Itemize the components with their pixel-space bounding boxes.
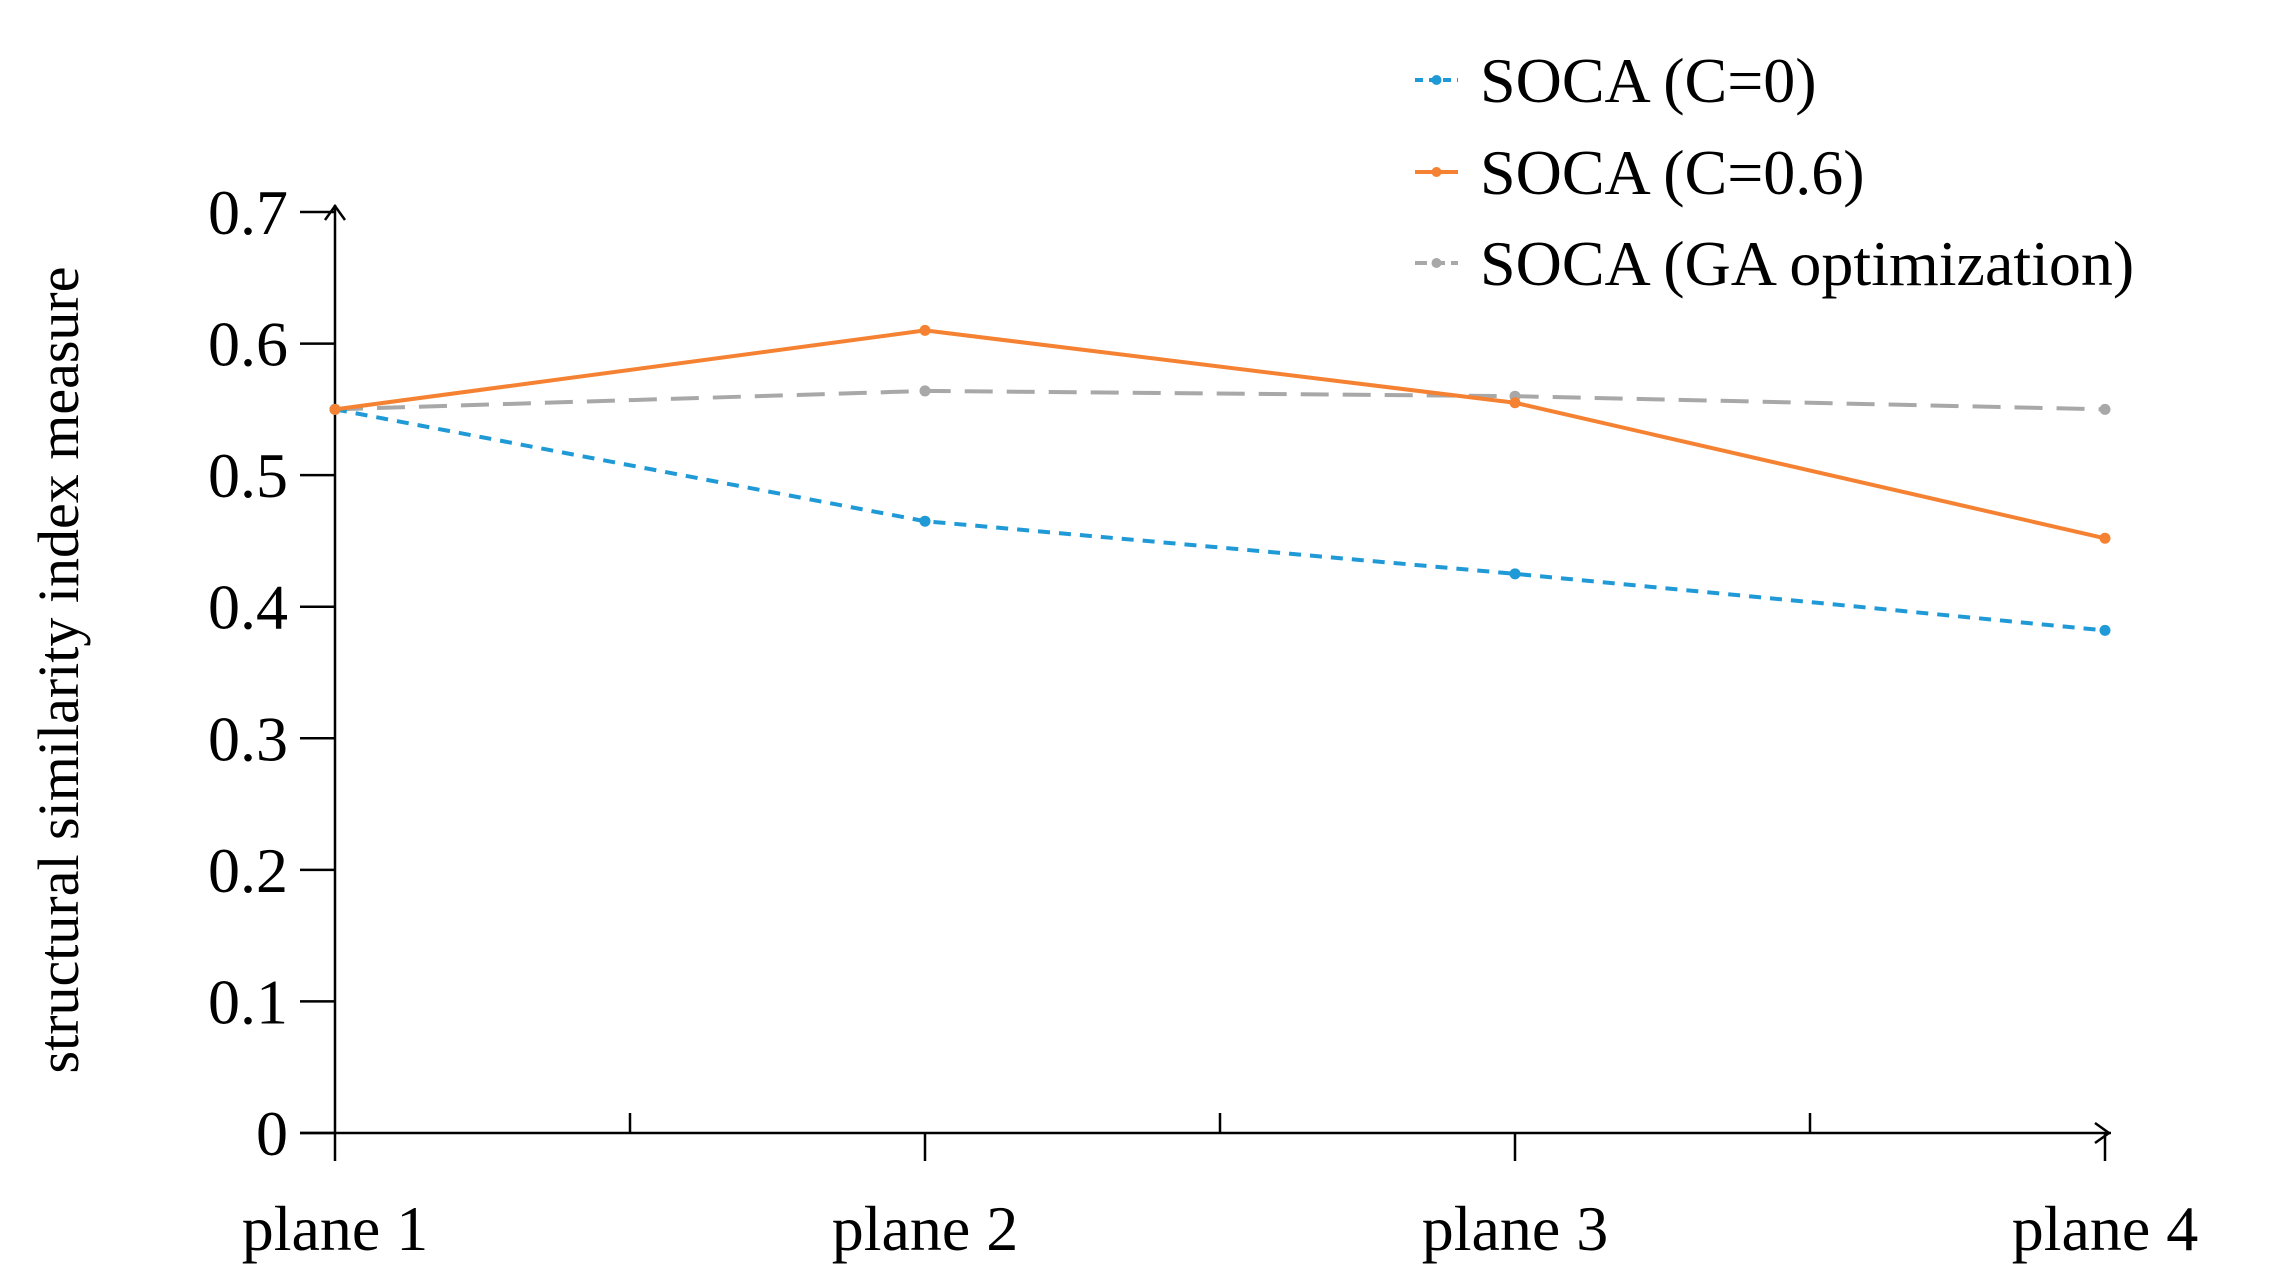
series-line <box>334 407 2106 633</box>
legend: SOCA (C=0) SOCA (C=0.6) SOCA (GA optimizat… <box>1415 45 2134 299</box>
data-point <box>919 515 931 527</box>
y-tick-label: 0.3 <box>208 703 288 774</box>
legend-label: SOCA (GA optimization) <box>1480 228 2134 299</box>
series-0 <box>329 403 2111 636</box>
data-point <box>2099 532 2111 544</box>
legend-marker <box>1431 75 1442 85</box>
legend-item: SOCA (C=0.6) <box>1415 137 1865 208</box>
legend-marker <box>1431 258 1442 268</box>
series-1 <box>329 324 2111 544</box>
series-lines <box>329 324 2111 636</box>
y-tick-label: 0.2 <box>208 835 288 906</box>
data-point <box>2099 403 2111 415</box>
data-point <box>329 403 341 415</box>
y-tick-label: 0.4 <box>208 572 288 643</box>
data-point <box>1509 568 1521 580</box>
x-tick-label: plane 2 <box>832 1193 1019 1264</box>
legend-label: SOCA (C=0.6) <box>1480 137 1865 208</box>
legend-label: SOCA (C=0) <box>1480 45 1817 116</box>
y-axis-arrow <box>323 203 347 221</box>
x-axis-arrow <box>2094 1121 2112 1145</box>
y-tick-label: 0 <box>256 1098 288 1169</box>
data-point <box>919 385 931 397</box>
y-axis-title: structural similarity index measure <box>26 267 91 1074</box>
y-tick-label: 0.1 <box>208 966 288 1037</box>
y-tick-label: 0.6 <box>208 309 288 380</box>
data-point <box>2099 624 2111 636</box>
legend-item: SOCA (GA optimization) <box>1415 228 2134 299</box>
series-line <box>334 328 2106 541</box>
x-tick-label: plane 3 <box>1422 1193 1609 1264</box>
legend-item: SOCA (C=0) <box>1415 45 1817 116</box>
x-tick-label: plane 4 <box>2012 1193 2199 1264</box>
x-tick-label: plane 1 <box>242 1193 429 1264</box>
series-2 <box>329 385 2111 415</box>
y-tick-label: 0.7 <box>208 177 288 248</box>
data-point <box>919 324 931 336</box>
series-line <box>334 388 2106 412</box>
y-tick-label: 0.5 <box>208 440 288 511</box>
legend-marker <box>1431 167 1442 177</box>
data-point <box>1509 397 1521 409</box>
axes: 0 0.1 0.2 0.3 0.4 0.5 0.6 0.7 plane 1 plane 2 plan… <box>208 177 2198 1264</box>
